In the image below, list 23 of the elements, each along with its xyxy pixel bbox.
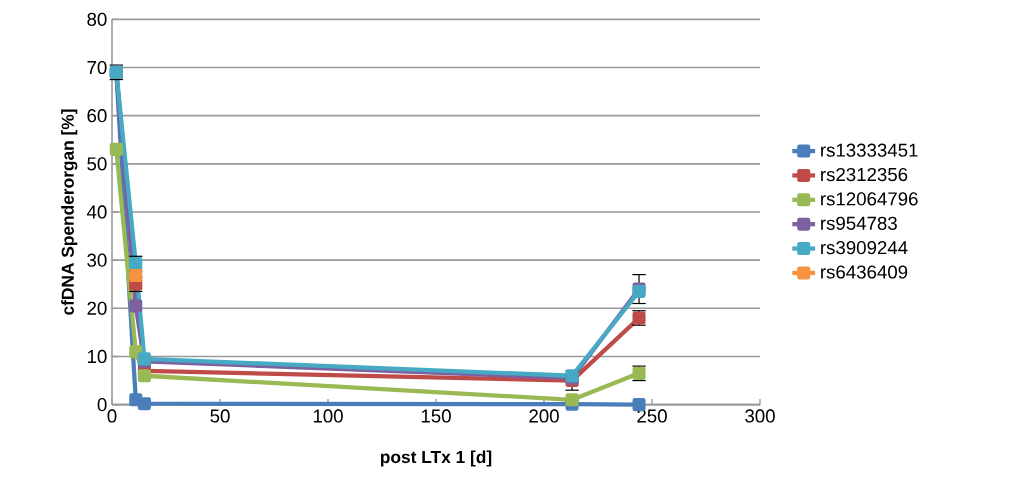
x-tick-label: 100 <box>313 409 343 423</box>
x-tick-label: 300 <box>745 409 775 423</box>
y-tick-label: 60 <box>87 109 107 123</box>
legend-label: rs954783 <box>821 216 897 230</box>
y-tick-label: 80 <box>87 12 107 26</box>
y-tick-label: 0 <box>97 398 107 412</box>
y-tick-label: 20 <box>87 301 107 315</box>
legend-label: rs2312356 <box>821 167 908 182</box>
y-tick-label: 50 <box>87 157 107 171</box>
y-tick-label: 30 <box>87 253 107 267</box>
y-tick-label: 10 <box>87 349 107 364</box>
legend-label: rs13333451 <box>821 143 918 157</box>
y-tick-label: 70 <box>87 60 107 75</box>
x-tick-label: 200 <box>529 409 559 423</box>
x-axis-title: post LTx 1 [d] <box>380 450 492 467</box>
legend-label: rs12064796 <box>821 192 918 206</box>
legend-label: rs3909244 <box>821 241 908 255</box>
legend-label: rs6436409 <box>821 265 908 279</box>
y-tick-label: 40 <box>86 205 107 219</box>
x-tick-label: 0 <box>107 409 117 423</box>
x-tick-label: 150 <box>421 409 451 423</box>
x-tick-label: 50 <box>210 409 230 423</box>
y-axis-title: cfDNA Spenderorgan [%] <box>61 109 78 315</box>
